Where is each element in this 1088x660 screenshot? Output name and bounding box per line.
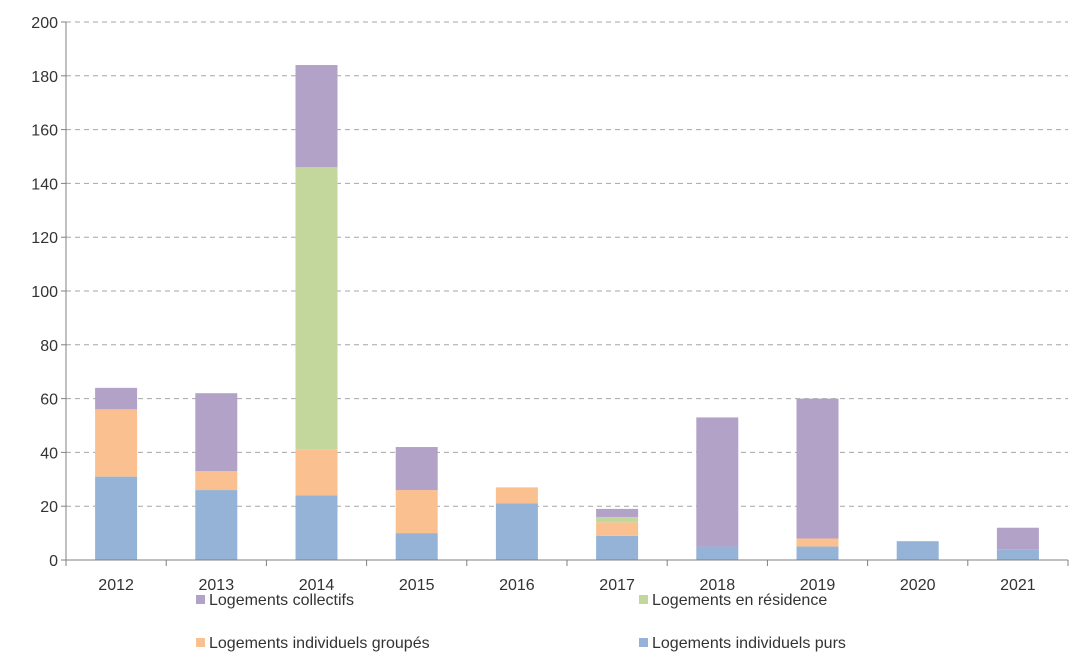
- y-tick-label: 180: [31, 69, 58, 86]
- legend-swatch: [639, 638, 648, 647]
- bar-stack-2012: [95, 387, 138, 560]
- legend-swatch: [639, 595, 648, 604]
- x-tick-label: 2015: [399, 577, 435, 594]
- legend-label: Logements collectifs: [209, 592, 354, 609]
- bar-segment: [295, 65, 338, 168]
- bar-segment: [796, 398, 839, 539]
- legend-swatch: [196, 638, 205, 647]
- legend-label: Logements individuels groupés: [209, 635, 430, 652]
- bar-stack-2013: [195, 393, 238, 560]
- y-tick-label: 40: [40, 445, 58, 462]
- legend-item: Logements individuels groupés: [196, 635, 430, 652]
- bar-segment: [95, 409, 138, 477]
- bar-segment: [696, 546, 739, 560]
- legend-item: Logements en résidence: [639, 592, 827, 609]
- bar-stack-2016: [495, 487, 538, 560]
- x-axis: 2012 2013 2014 2015 2016 2017 2018 2019 2020 2021: [65, 559, 1069, 594]
- legend-swatch: [196, 595, 205, 604]
- bar-stack-2014: [295, 65, 338, 560]
- y-axis: 0 20 40 60 80 100 120 140 160 180 200: [31, 15, 67, 570]
- x-tick-label: 2014: [299, 577, 335, 594]
- bar-segment: [95, 476, 138, 560]
- x-tick-label: 2013: [199, 577, 235, 594]
- bar-segment: [495, 503, 538, 560]
- bar-segment: [596, 508, 639, 517]
- y-tick-label: 100: [31, 284, 58, 301]
- x-tick-label: 2016: [499, 577, 535, 594]
- bar-stack-2021: [996, 527, 1039, 560]
- x-tick-label: 2019: [800, 577, 836, 594]
- bar-segment: [796, 538, 839, 547]
- y-tick-label: 140: [31, 176, 58, 193]
- x-tick-label: 2021: [1000, 577, 1036, 594]
- bar-segment: [596, 535, 639, 560]
- bar-segment: [696, 417, 739, 547]
- legend-item: Logements collectifs: [196, 592, 354, 609]
- bar-stack-2017: [596, 508, 639, 560]
- legend-label: Logements individuels purs: [652, 635, 846, 652]
- bar-stack-2019: [796, 398, 839, 560]
- bar-segment: [796, 546, 839, 560]
- bar-segment: [295, 449, 338, 496]
- y-tick-label: 80: [40, 338, 58, 355]
- legend-label: Logements en résidence: [652, 592, 827, 609]
- bar-segment: [195, 471, 238, 491]
- bar-segment: [195, 393, 238, 472]
- y-tick-label: 160: [31, 123, 58, 140]
- x-tick-label: 2012: [98, 577, 134, 594]
- bar-segment: [395, 533, 438, 560]
- bar-segment: [395, 490, 438, 534]
- y-tick-label: 20: [40, 499, 58, 516]
- bar-stack-2018: [696, 417, 739, 560]
- bar-segment: [495, 487, 538, 504]
- legend: Logements collectifs Logements en résiden…: [196, 592, 846, 652]
- y-tick-label: 0: [49, 553, 58, 570]
- bar-segment: [295, 167, 338, 450]
- bar-segment: [195, 490, 238, 560]
- bar-segment: [996, 549, 1039, 560]
- y-tick-label: 60: [40, 392, 58, 409]
- bar-segment: [896, 541, 939, 560]
- bar-stack-2020: [896, 541, 939, 560]
- y-tick-label: 120: [31, 230, 58, 247]
- x-tick-label: 2020: [900, 577, 936, 594]
- bar-segment: [596, 522, 639, 536]
- bar-segment: [996, 527, 1039, 550]
- bar-segment: [395, 447, 438, 491]
- legend-item: Logements individuels purs: [639, 635, 846, 652]
- bar-stack-2015: [395, 447, 438, 560]
- y-tick-label: 200: [31, 15, 58, 32]
- bar-segment: [596, 516, 639, 523]
- bar-segment: [95, 387, 138, 410]
- bar-segment: [295, 495, 338, 560]
- bars: [95, 65, 1039, 560]
- x-tick-label: 2018: [700, 577, 736, 594]
- x-tick-label: 2017: [599, 577, 635, 594]
